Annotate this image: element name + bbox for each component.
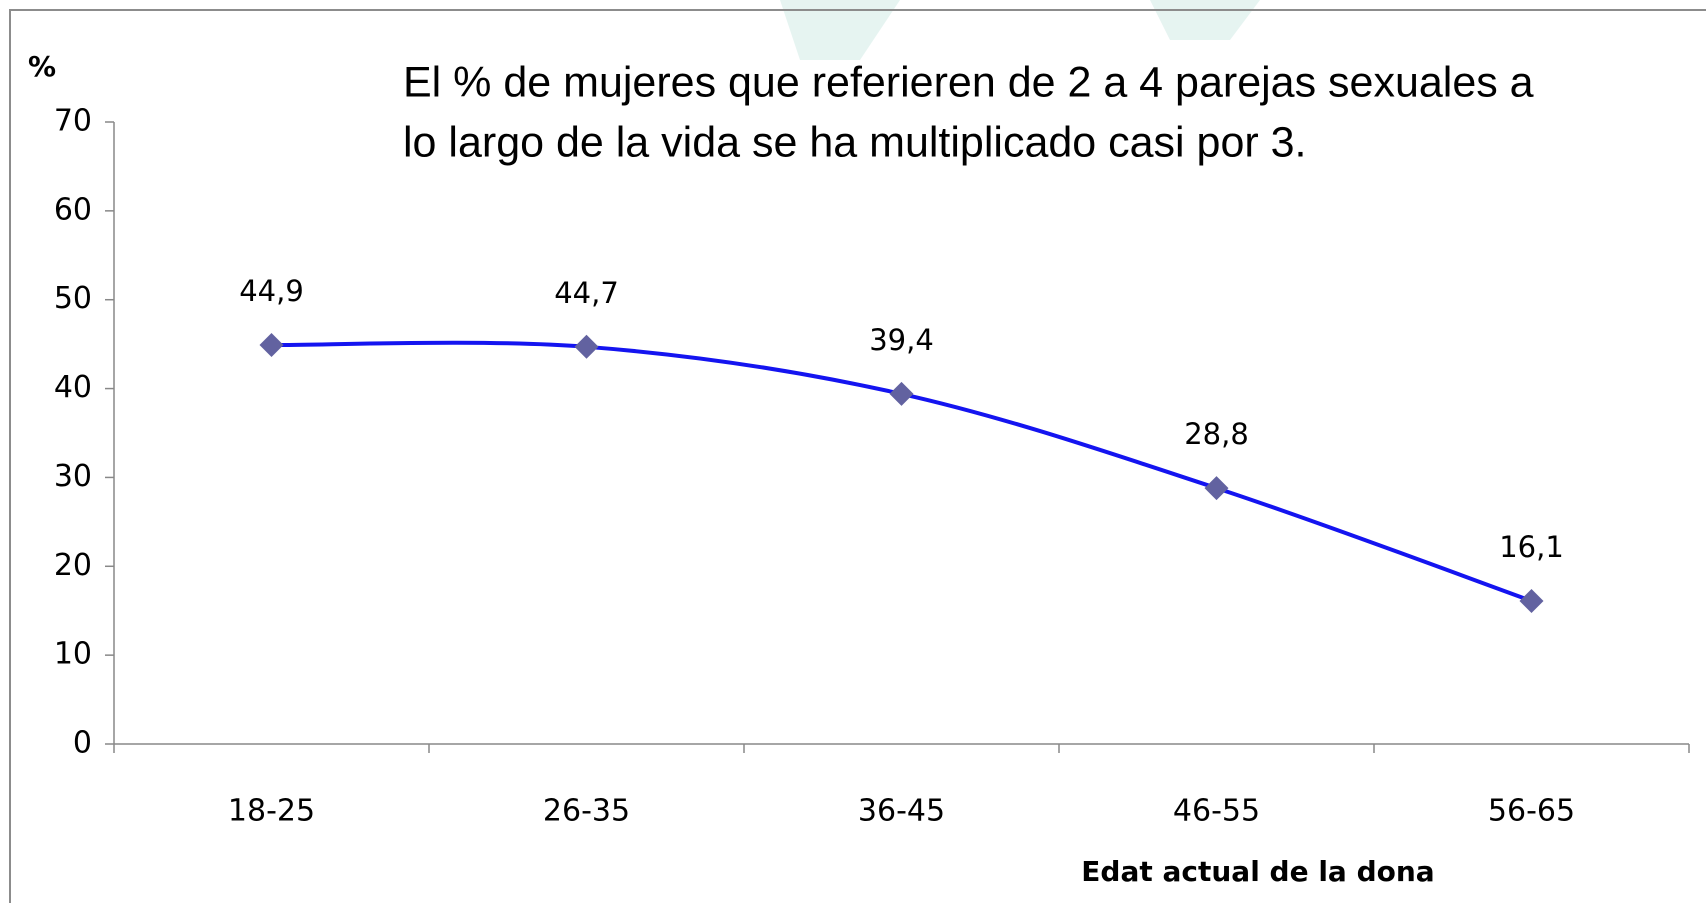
data-label: 44,7 xyxy=(554,276,619,310)
marker xyxy=(1519,588,1544,613)
y-axis-title: % xyxy=(28,50,56,83)
y-tick-label: 0 xyxy=(73,726,92,761)
marker xyxy=(1204,476,1229,501)
x-tick-label: 56-65 xyxy=(1488,794,1575,829)
marker xyxy=(259,333,284,358)
x-tick-label: 36-45 xyxy=(858,794,945,829)
data-label: 39,4 xyxy=(869,323,934,357)
x-tick-label: 18-25 xyxy=(228,794,315,829)
annotation: lo largo de la vida se ha multiplicado c… xyxy=(403,118,1307,166)
y-tick-label: 60 xyxy=(54,192,92,227)
y-tick-label: 40 xyxy=(54,370,92,405)
data-label: 16,1 xyxy=(1499,530,1564,564)
x-tick-label: 46-55 xyxy=(1173,794,1260,829)
line-series xyxy=(271,340,1533,603)
data-label: 28,8 xyxy=(1184,417,1249,451)
y-tick-label: 10 xyxy=(54,637,92,672)
background-shape xyxy=(780,0,900,60)
marker xyxy=(889,381,914,406)
y-tick-label: 20 xyxy=(54,548,92,583)
data-label: 44,9 xyxy=(239,274,304,308)
chart-frame xyxy=(9,9,1706,903)
y-tick-label: 70 xyxy=(54,104,92,139)
annotation: El % de mujeres que referieren de 2 a 4 … xyxy=(403,58,1534,106)
y-tick-label: 50 xyxy=(54,281,92,316)
background-shape xyxy=(1150,0,1260,40)
y-tick-label: 30 xyxy=(54,459,92,494)
marker xyxy=(574,334,599,359)
x-axis-title: Edat actual de la dona xyxy=(1081,855,1434,888)
x-tick-label: 26-35 xyxy=(543,794,630,829)
